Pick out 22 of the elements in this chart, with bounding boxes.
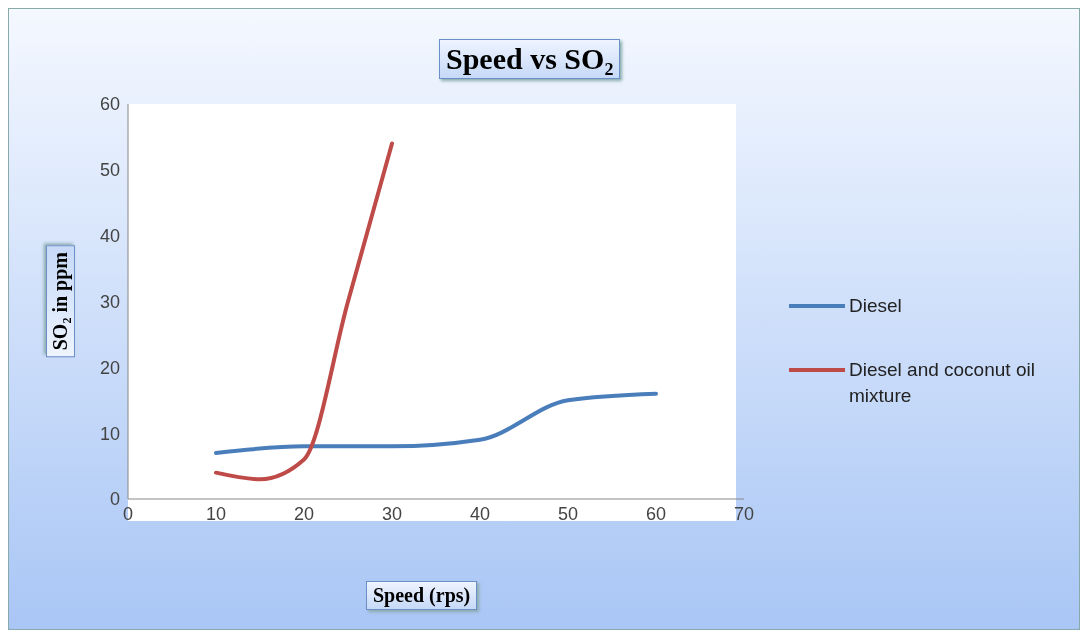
y-tick-label: 30 xyxy=(99,291,120,312)
line-series xyxy=(214,141,394,482)
legend-label: Diesel xyxy=(849,294,902,318)
y-tick-label: 0 xyxy=(109,489,120,510)
y-tick-label: 10 xyxy=(99,423,120,444)
y-tick-label: 60 xyxy=(99,94,120,115)
x-tick-label: 60 xyxy=(645,503,667,524)
y-tick-label: 50 xyxy=(99,160,120,181)
x-tick-label: 20 xyxy=(293,503,315,524)
y-axis-title: SO₂ in ppm xyxy=(46,245,75,358)
y-tick-label: 40 xyxy=(99,226,120,247)
x-tick-label: 30 xyxy=(381,503,403,524)
chart-title: Speed vs SO₂ xyxy=(439,39,621,79)
x-tick-label: 0 xyxy=(122,503,134,524)
x-tick-label: 10 xyxy=(205,503,227,524)
y-tick-label: 20 xyxy=(99,357,120,378)
x-tick-label: 70 xyxy=(733,503,755,524)
x-tick-label: 40 xyxy=(469,503,491,524)
x-axis-title: Speed (rps) xyxy=(366,581,478,610)
line-series xyxy=(214,391,658,455)
x-tick-label: 50 xyxy=(557,503,579,524)
legend-label: Diesel and coconut oil mixture xyxy=(849,358,1036,408)
